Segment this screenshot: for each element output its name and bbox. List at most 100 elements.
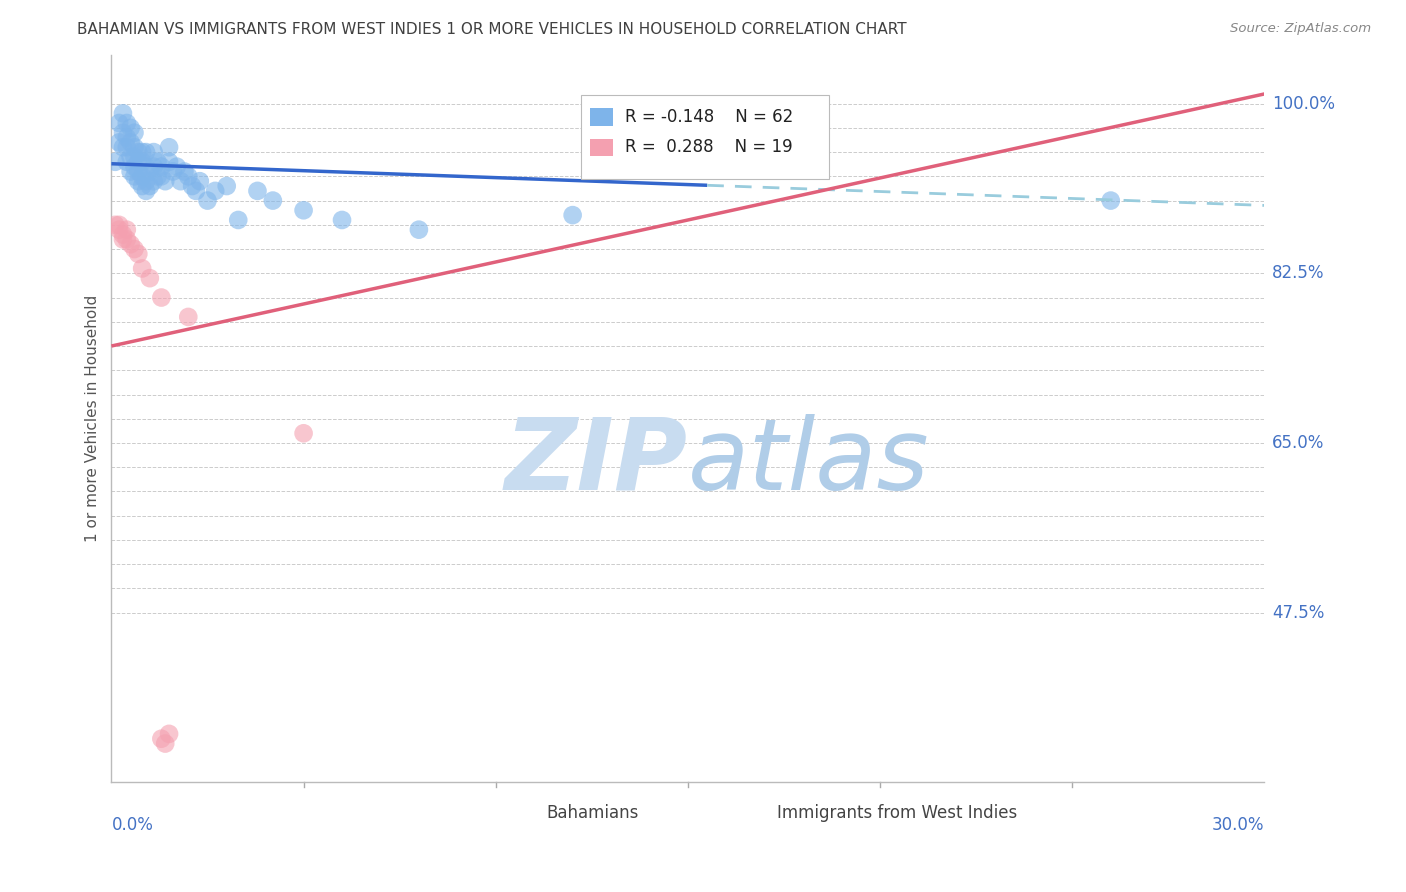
Point (131, 154, 153, 169)
FancyBboxPatch shape (581, 95, 828, 178)
Point (155, 737, 177, 751)
Point (104, 218, 127, 232)
Point (142, 145, 165, 160)
FancyBboxPatch shape (591, 139, 613, 156)
Point (162, 164, 184, 178)
Point (155, 174, 177, 188)
Point (115, 116, 138, 130)
Point (127, 145, 149, 160)
Point (330, 213, 353, 227)
Text: R =  0.288    N = 19: R = 0.288 N = 19 (624, 138, 792, 156)
Point (139, 271, 162, 285)
Point (120, 237, 142, 252)
Y-axis label: 1 or more Vehicles in Household: 1 or more Vehicles in Household (86, 295, 100, 542)
FancyBboxPatch shape (734, 805, 763, 822)
Point (197, 194, 219, 208)
Point (139, 179, 162, 194)
Point (181, 179, 204, 194)
Text: Source: ZipAtlas.com: Source: ZipAtlas.com (1230, 22, 1371, 36)
Point (124, 150, 146, 164)
Point (215, 179, 238, 194)
Point (104, 154, 127, 169)
Point (262, 194, 284, 208)
Point (124, 140, 146, 154)
Point (146, 169, 169, 184)
Point (177, 310, 200, 324)
Point (115, 232, 138, 246)
Point (120, 136, 142, 150)
Text: ZIP: ZIP (505, 414, 688, 511)
Point (108, 222, 131, 236)
Point (131, 261, 153, 276)
Point (115, 140, 138, 154)
Point (408, 222, 430, 236)
Point (150, 160, 173, 174)
Point (124, 160, 146, 174)
Point (115, 130, 138, 145)
Point (638, 116, 661, 130)
Text: 100.0%: 100.0% (1272, 95, 1336, 112)
Point (124, 126, 146, 140)
Point (111, 126, 134, 140)
Point (142, 174, 165, 188)
Point (226, 213, 249, 227)
Point (111, 227, 134, 242)
Point (127, 247, 149, 261)
Text: Bahamians: Bahamians (546, 805, 638, 822)
Point (157, 140, 180, 154)
Point (204, 184, 226, 198)
Point (292, 203, 315, 218)
Point (115, 154, 138, 169)
Point (150, 291, 173, 305)
Point (135, 174, 157, 188)
Point (124, 242, 146, 256)
FancyBboxPatch shape (503, 805, 533, 822)
Point (184, 184, 207, 198)
Point (115, 222, 138, 236)
Text: atlas: atlas (688, 414, 929, 511)
Point (120, 164, 142, 178)
Point (188, 174, 211, 188)
Point (135, 184, 157, 198)
Point (127, 174, 149, 188)
Text: 30.0%: 30.0% (1212, 816, 1264, 834)
Text: R = -0.148    N = 62: R = -0.148 N = 62 (624, 108, 793, 126)
Text: BAHAMIAN VS IMMIGRANTS FROM WEST INDIES 1 OR MORE VEHICLES IN HOUSEHOLD CORRELAT: BAHAMIAN VS IMMIGRANTS FROM WEST INDIES … (77, 22, 907, 37)
Point (150, 731, 173, 746)
Text: 82.5%: 82.5% (1272, 264, 1324, 282)
Point (131, 169, 153, 184)
Point (127, 164, 149, 178)
Point (1099, 194, 1122, 208)
Point (111, 232, 134, 246)
Point (292, 426, 315, 441)
Point (131, 145, 153, 160)
Point (111, 140, 134, 154)
Point (124, 169, 146, 184)
Point (120, 120, 142, 135)
Point (111, 106, 134, 120)
Text: Immigrants from West Indies: Immigrants from West Indies (776, 805, 1017, 822)
Point (108, 218, 131, 232)
Point (120, 150, 142, 164)
Point (139, 164, 162, 178)
Text: 0.0%: 0.0% (111, 816, 153, 834)
Point (169, 174, 191, 188)
Point (173, 164, 195, 178)
Point (150, 169, 173, 184)
Text: 47.5%: 47.5% (1272, 604, 1324, 622)
Point (157, 154, 180, 169)
Point (135, 145, 157, 160)
Point (142, 160, 165, 174)
Point (135, 160, 157, 174)
Point (157, 727, 180, 741)
Point (561, 208, 583, 222)
Point (108, 116, 131, 130)
Point (246, 184, 269, 198)
Point (166, 160, 188, 174)
Point (108, 136, 131, 150)
Point (177, 169, 200, 184)
FancyBboxPatch shape (591, 108, 613, 126)
Point (131, 179, 153, 194)
Point (146, 154, 169, 169)
Point (127, 154, 149, 169)
